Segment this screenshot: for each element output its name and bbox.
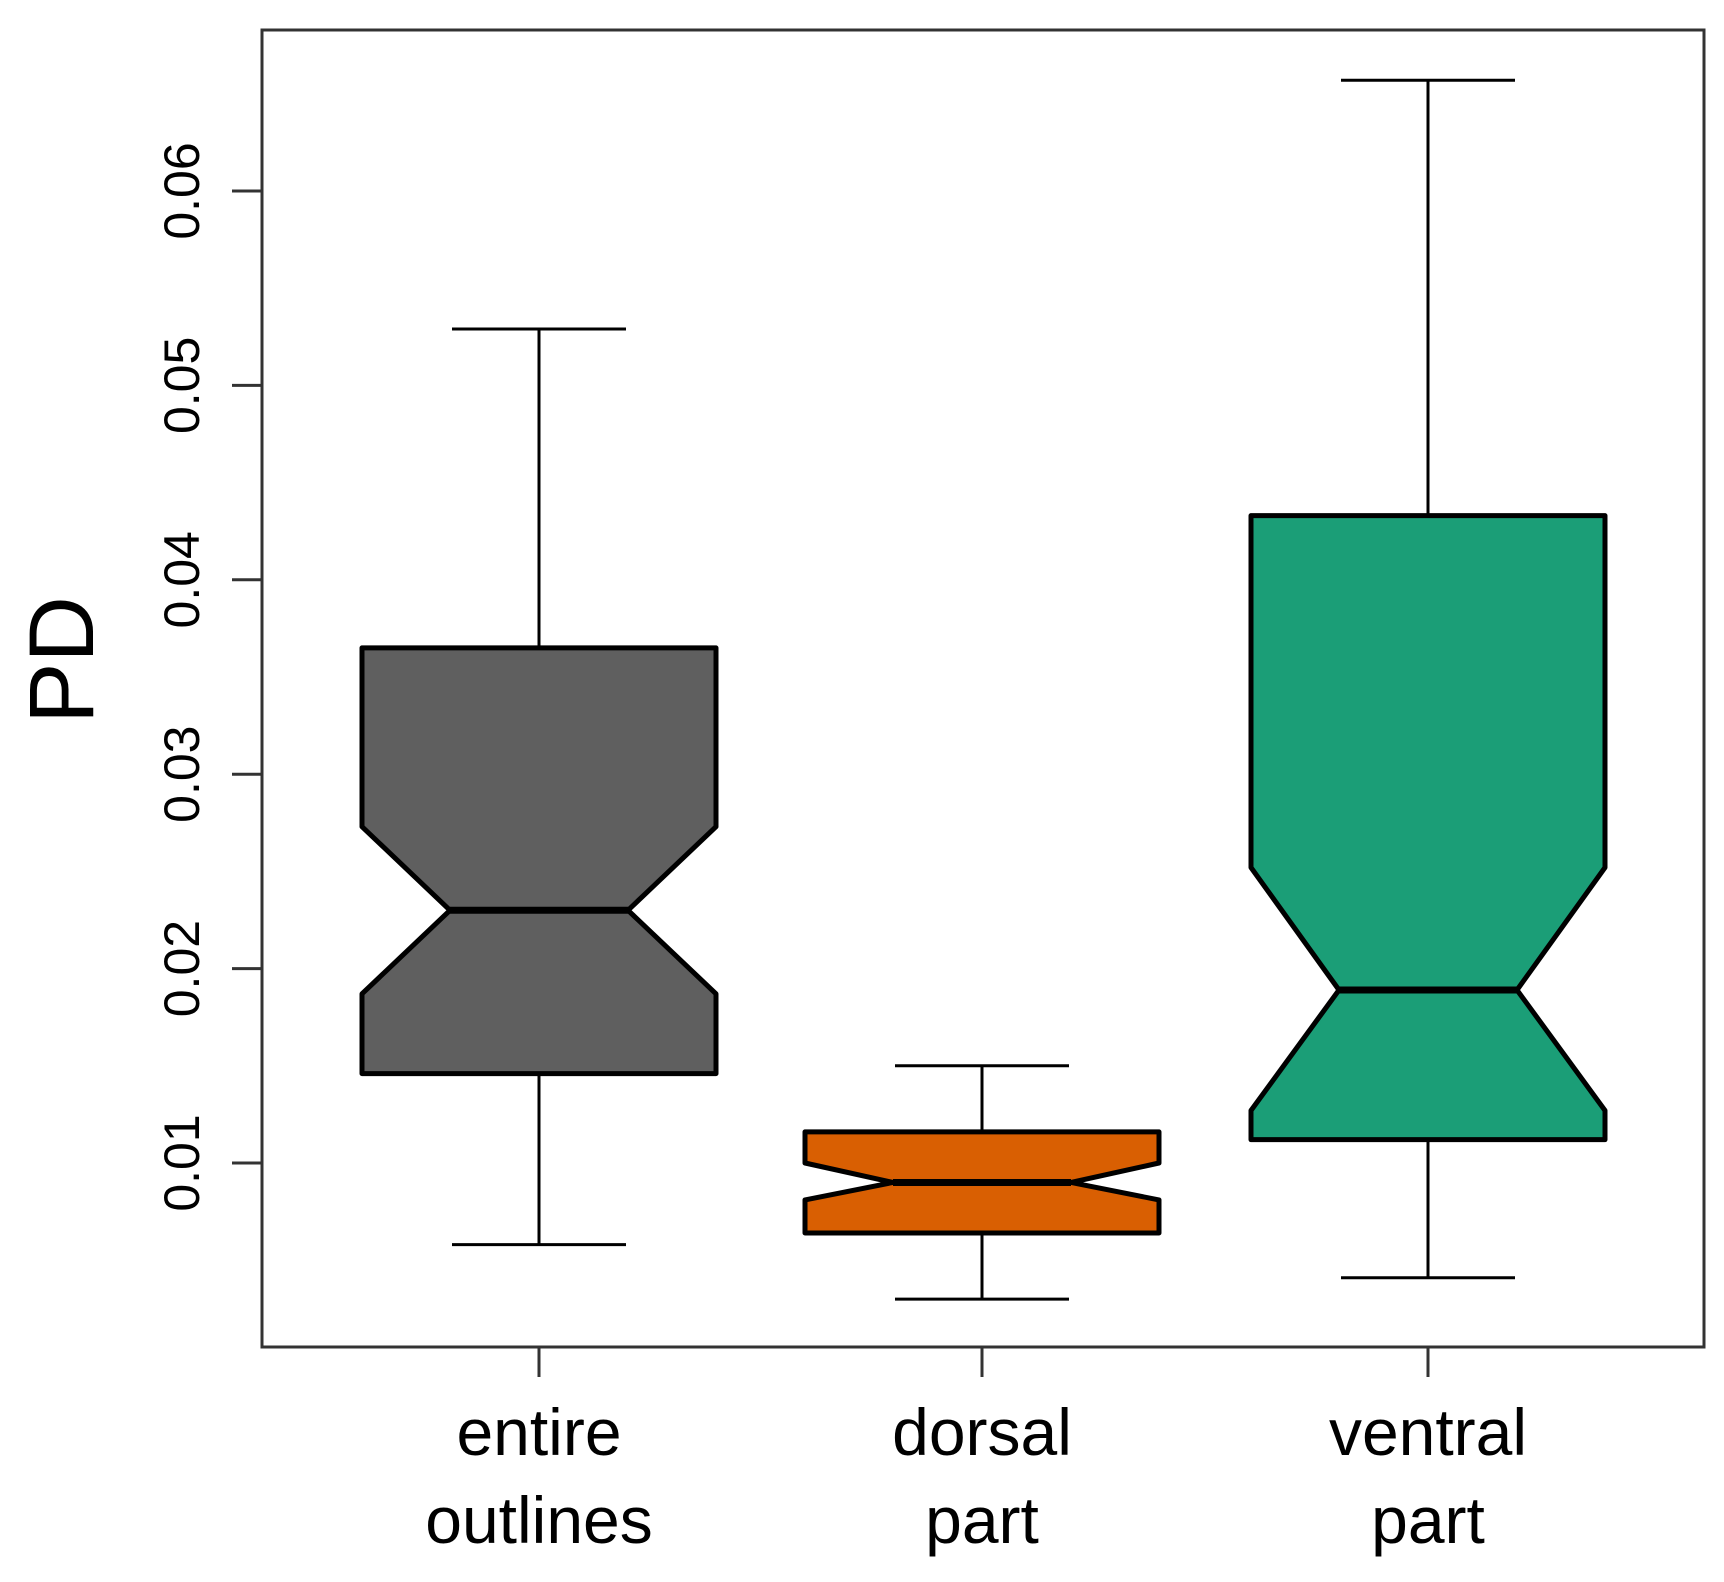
y-tick-label: 0.03 (154, 726, 210, 823)
x-category-label: entire (456, 1395, 621, 1469)
y-tick-label: 0.04 (154, 531, 210, 628)
x-category-label: outlines (425, 1483, 653, 1557)
box-2 (802, 1064, 1162, 1301)
box-3 (1248, 78, 1608, 1280)
x-category-label: ventral (1329, 1395, 1527, 1469)
y-tick-label: 0.01 (154, 1114, 210, 1211)
x-category-label: dorsal (892, 1395, 1072, 1469)
y-tick-label: 0.02 (154, 920, 210, 1017)
x-category-label: part (925, 1483, 1039, 1557)
box-1 (359, 327, 719, 1247)
x-axis: entire outlines dorsal part ventral part (425, 1347, 1527, 1557)
y-tick-label: 0.06 (154, 142, 210, 239)
box-group (359, 78, 1608, 1301)
y-tick-label: 0.05 (154, 337, 210, 434)
notched-box (1248, 513, 1608, 1143)
notched-box (359, 645, 719, 1077)
x-category-label: part (1371, 1483, 1485, 1557)
y-axis: 0.01 0.02 0.03 0.04 0.05 0.06 (154, 142, 264, 1212)
y-axis-title: PD (11, 596, 113, 724)
